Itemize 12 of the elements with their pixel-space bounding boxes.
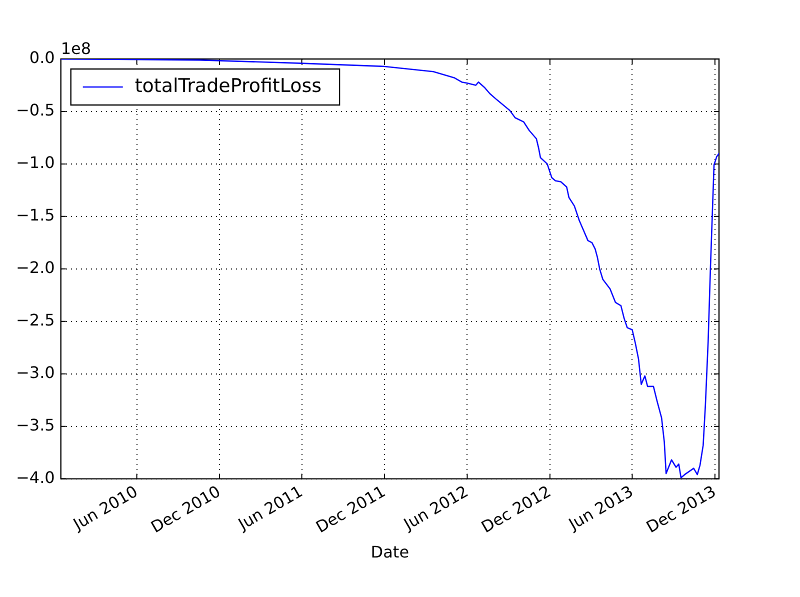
x-axis-title: Date [370, 542, 410, 562]
y-tick-label: −3.5 [16, 415, 55, 434]
y-tick-label: 0.0 [29, 48, 55, 68]
y-tick-label: −1.5 [16, 206, 55, 225]
y-tick-label: −1.0 [16, 153, 55, 172]
y-tick-label: −0.5 [16, 100, 55, 120]
y-tick-label: −4.0 [16, 468, 55, 487]
y-tick-label: −3.0 [16, 363, 55, 382]
y-tick-label: −2.0 [16, 258, 55, 278]
text: 1e8 [60, 39, 92, 58]
legend-label: totalTradeProfitLoss [134, 74, 322, 97]
y-tick-label: −2.5 [16, 310, 55, 330]
